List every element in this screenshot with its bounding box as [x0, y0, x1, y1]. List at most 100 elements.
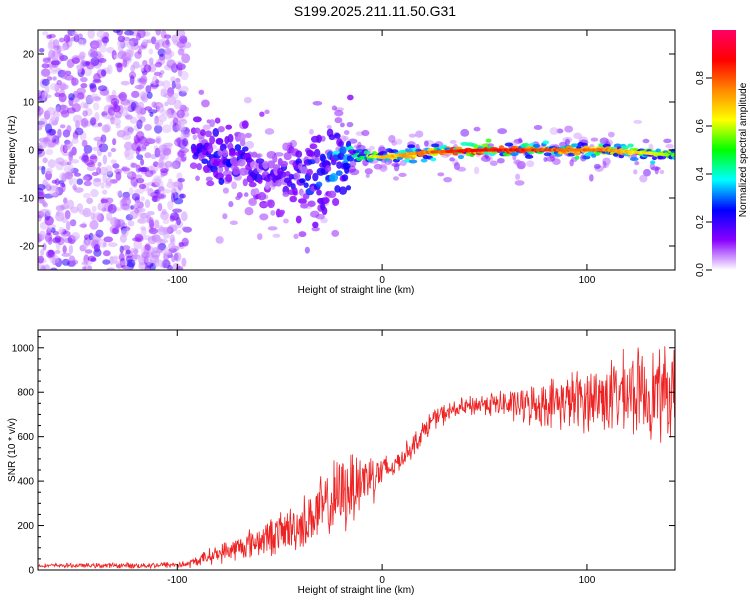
- noise-blob: [95, 166, 102, 175]
- noise-blob: [62, 244, 67, 255]
- noise-blob: [47, 142, 56, 148]
- noise-blob: [158, 114, 167, 123]
- noise-blob: [116, 62, 123, 73]
- faint-blob: [408, 133, 417, 138]
- noise-blob: [161, 124, 172, 134]
- signal-blob: [649, 160, 656, 165]
- faint-blob: [633, 169, 638, 175]
- noise-blob: [38, 191, 46, 199]
- noise-blob: [158, 144, 168, 154]
- noise-blob: [144, 152, 152, 159]
- signal-blob: [279, 209, 285, 215]
- signal-blob: [312, 221, 319, 229]
- noise-blob: [59, 124, 66, 129]
- noise-blob: [134, 174, 143, 179]
- faint-blob: [361, 129, 370, 137]
- noise-blob: [101, 124, 110, 133]
- noise-blob: [101, 36, 110, 44]
- noise-blob: [87, 30, 95, 39]
- noise-blob: [144, 243, 151, 251]
- signal-blob: [313, 148, 321, 158]
- noise-blob: [137, 217, 146, 224]
- noise-blob: [80, 77, 88, 83]
- faint-blob: [379, 164, 388, 172]
- noise-blob: [82, 192, 91, 199]
- signal-blob: [293, 172, 301, 180]
- noise-blob: [117, 35, 126, 43]
- colorbar-tick-label: 0.8: [695, 71, 706, 85]
- noise-blob: [102, 259, 111, 265]
- faint-blob: [449, 139, 457, 144]
- signal-blob: [403, 155, 412, 160]
- signal-blob: [543, 152, 552, 157]
- noise-blob: [125, 249, 131, 255]
- noise-blob: [47, 226, 53, 231]
- spectrogram-x-ticks: -100 0 100: [167, 30, 596, 286]
- signal-blob: [194, 127, 201, 134]
- noise-blob: [127, 220, 135, 227]
- noise-blob: [91, 146, 101, 151]
- noise-blob: [154, 39, 161, 50]
- noise-blob: [77, 33, 83, 40]
- signal-blob: [621, 145, 630, 150]
- signal-blob: [309, 143, 318, 150]
- noise-blob: [74, 187, 84, 193]
- noise-blob: [42, 157, 48, 164]
- faint-blob: [608, 131, 615, 138]
- noise-blob: [118, 252, 125, 262]
- signal-blob: [392, 158, 400, 163]
- noise-blob: [116, 129, 126, 138]
- signal-blob: [510, 152, 519, 157]
- faint-blob: [195, 175, 200, 182]
- faint-blob: [334, 109, 344, 117]
- faint-blob: [564, 125, 574, 133]
- faint-blob: [526, 160, 535, 168]
- noise-blob: [112, 163, 120, 169]
- signal-blob: [192, 116, 202, 123]
- noise-blob: [44, 181, 51, 190]
- signal-blob: [342, 162, 351, 170]
- signal-blob: [242, 178, 248, 187]
- colorbar-tick-label: 0.0: [695, 263, 706, 277]
- noise-blob: [65, 221, 71, 231]
- signal-blob: [521, 142, 530, 147]
- noise-blob: [175, 157, 182, 166]
- noise-blob: [155, 30, 162, 36]
- colorbar-tick-label: 0.6: [695, 119, 706, 133]
- signal-blob: [272, 154, 278, 163]
- noise-blob: [155, 135, 162, 145]
- noise-blob: [182, 137, 189, 147]
- faint-blob: [259, 213, 269, 221]
- faint-blob: [231, 181, 237, 190]
- noise-blob: [66, 60, 74, 69]
- signal-blob: [485, 138, 492, 143]
- noise-blob: [138, 183, 147, 190]
- signal-blob: [257, 177, 263, 184]
- faint-blob: [215, 236, 224, 244]
- noise-blob: [112, 30, 121, 34]
- noise-blob: [134, 188, 144, 195]
- noise-blob: [144, 265, 151, 270]
- noise-blob: [82, 110, 88, 117]
- snr-panel: -100 0 100 0 200 400 600 800 1000 Height of str…: [7, 329, 676, 596]
- noise-blob: [153, 178, 161, 186]
- noise-blob: [38, 124, 43, 131]
- noise-blob: [50, 83, 57, 91]
- faint-blob: [649, 162, 656, 170]
- faint-blob: [590, 137, 599, 142]
- signal-blob: [248, 181, 257, 188]
- noise-blob: [175, 229, 182, 235]
- noise-blob: [45, 234, 50, 243]
- noise-blob: [56, 79, 62, 86]
- noise-blob: [136, 119, 143, 130]
- noise-blob: [102, 241, 107, 248]
- faint-blob: [497, 128, 508, 135]
- noise-blob: [139, 207, 146, 213]
- faint-blob: [244, 132, 252, 139]
- noise-blob: [68, 149, 74, 158]
- faint-blob: [229, 220, 238, 226]
- noise-blob: [98, 143, 109, 153]
- noise-blob: [112, 138, 117, 146]
- noise-blob: [89, 117, 97, 126]
